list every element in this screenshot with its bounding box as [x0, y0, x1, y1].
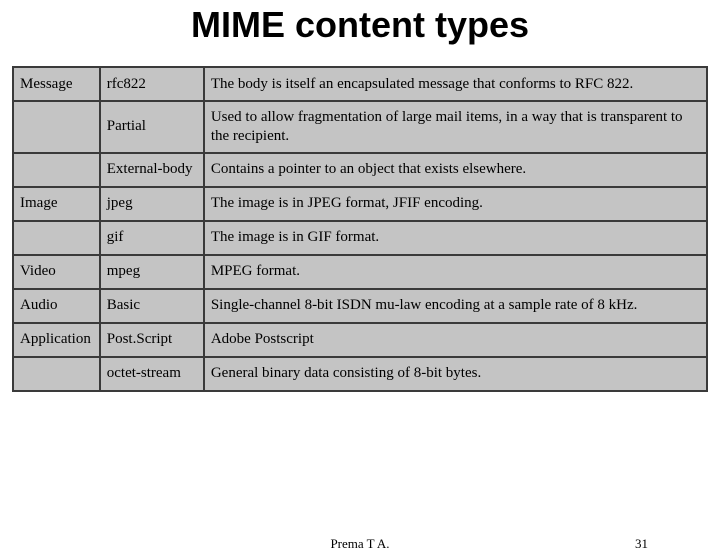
- cell-description: The body is itself an encapsulated messa…: [204, 67, 707, 101]
- cell-subtype: jpeg: [100, 187, 204, 221]
- table-row: Partial Used to allow fragmentation of l…: [13, 101, 707, 153]
- cell-subtype: External-body: [100, 153, 204, 187]
- table-row: Video mpeg MPEG format.: [13, 255, 707, 289]
- mime-table-container: Message rfc822 The body is itself an enc…: [0, 66, 720, 392]
- table-row: Message rfc822 The body is itself an enc…: [13, 67, 707, 101]
- footer-author: Prema T A.: [330, 536, 389, 552]
- cell-description: Single-channel 8-bit ISDN mu-law encodin…: [204, 289, 707, 323]
- footer-page-number: 31: [635, 536, 648, 552]
- cell-description: Used to allow fragmentation of large mai…: [204, 101, 707, 153]
- cell-type: [13, 153, 100, 187]
- table-row: octet-stream General binary data consist…: [13, 357, 707, 391]
- cell-subtype: octet-stream: [100, 357, 204, 391]
- cell-type: Message: [13, 67, 100, 101]
- table-row: gif The image is in GIF format.: [13, 221, 707, 255]
- cell-subtype: mpeg: [100, 255, 204, 289]
- cell-description: Contains a pointer to an object that exi…: [204, 153, 707, 187]
- cell-subtype: Partial: [100, 101, 204, 153]
- table-row: External-body Contains a pointer to an o…: [13, 153, 707, 187]
- cell-description: MPEG format.: [204, 255, 707, 289]
- table-row: Image jpeg The image is in JPEG format, …: [13, 187, 707, 221]
- cell-type: [13, 101, 100, 153]
- cell-type: [13, 357, 100, 391]
- mime-table: Message rfc822 The body is itself an enc…: [12, 66, 708, 392]
- table-row: Application Post.Script Adobe Postscript: [13, 323, 707, 357]
- cell-subtype: Post.Script: [100, 323, 204, 357]
- cell-type: Image: [13, 187, 100, 221]
- cell-subtype: gif: [100, 221, 204, 255]
- table-row: Audio Basic Single-channel 8-bit ISDN mu…: [13, 289, 707, 323]
- cell-subtype: Basic: [100, 289, 204, 323]
- cell-type: Audio: [13, 289, 100, 323]
- cell-type: Video: [13, 255, 100, 289]
- page-title: MIME content types: [0, 4, 720, 46]
- cell-type: [13, 221, 100, 255]
- cell-description: The image is in GIF format.: [204, 221, 707, 255]
- cell-subtype: rfc822: [100, 67, 204, 101]
- cell-type: Application: [13, 323, 100, 357]
- cell-description: Adobe Postscript: [204, 323, 707, 357]
- cell-description: The image is in JPEG format, JFIF encodi…: [204, 187, 707, 221]
- cell-description: General binary data consisting of 8-bit …: [204, 357, 707, 391]
